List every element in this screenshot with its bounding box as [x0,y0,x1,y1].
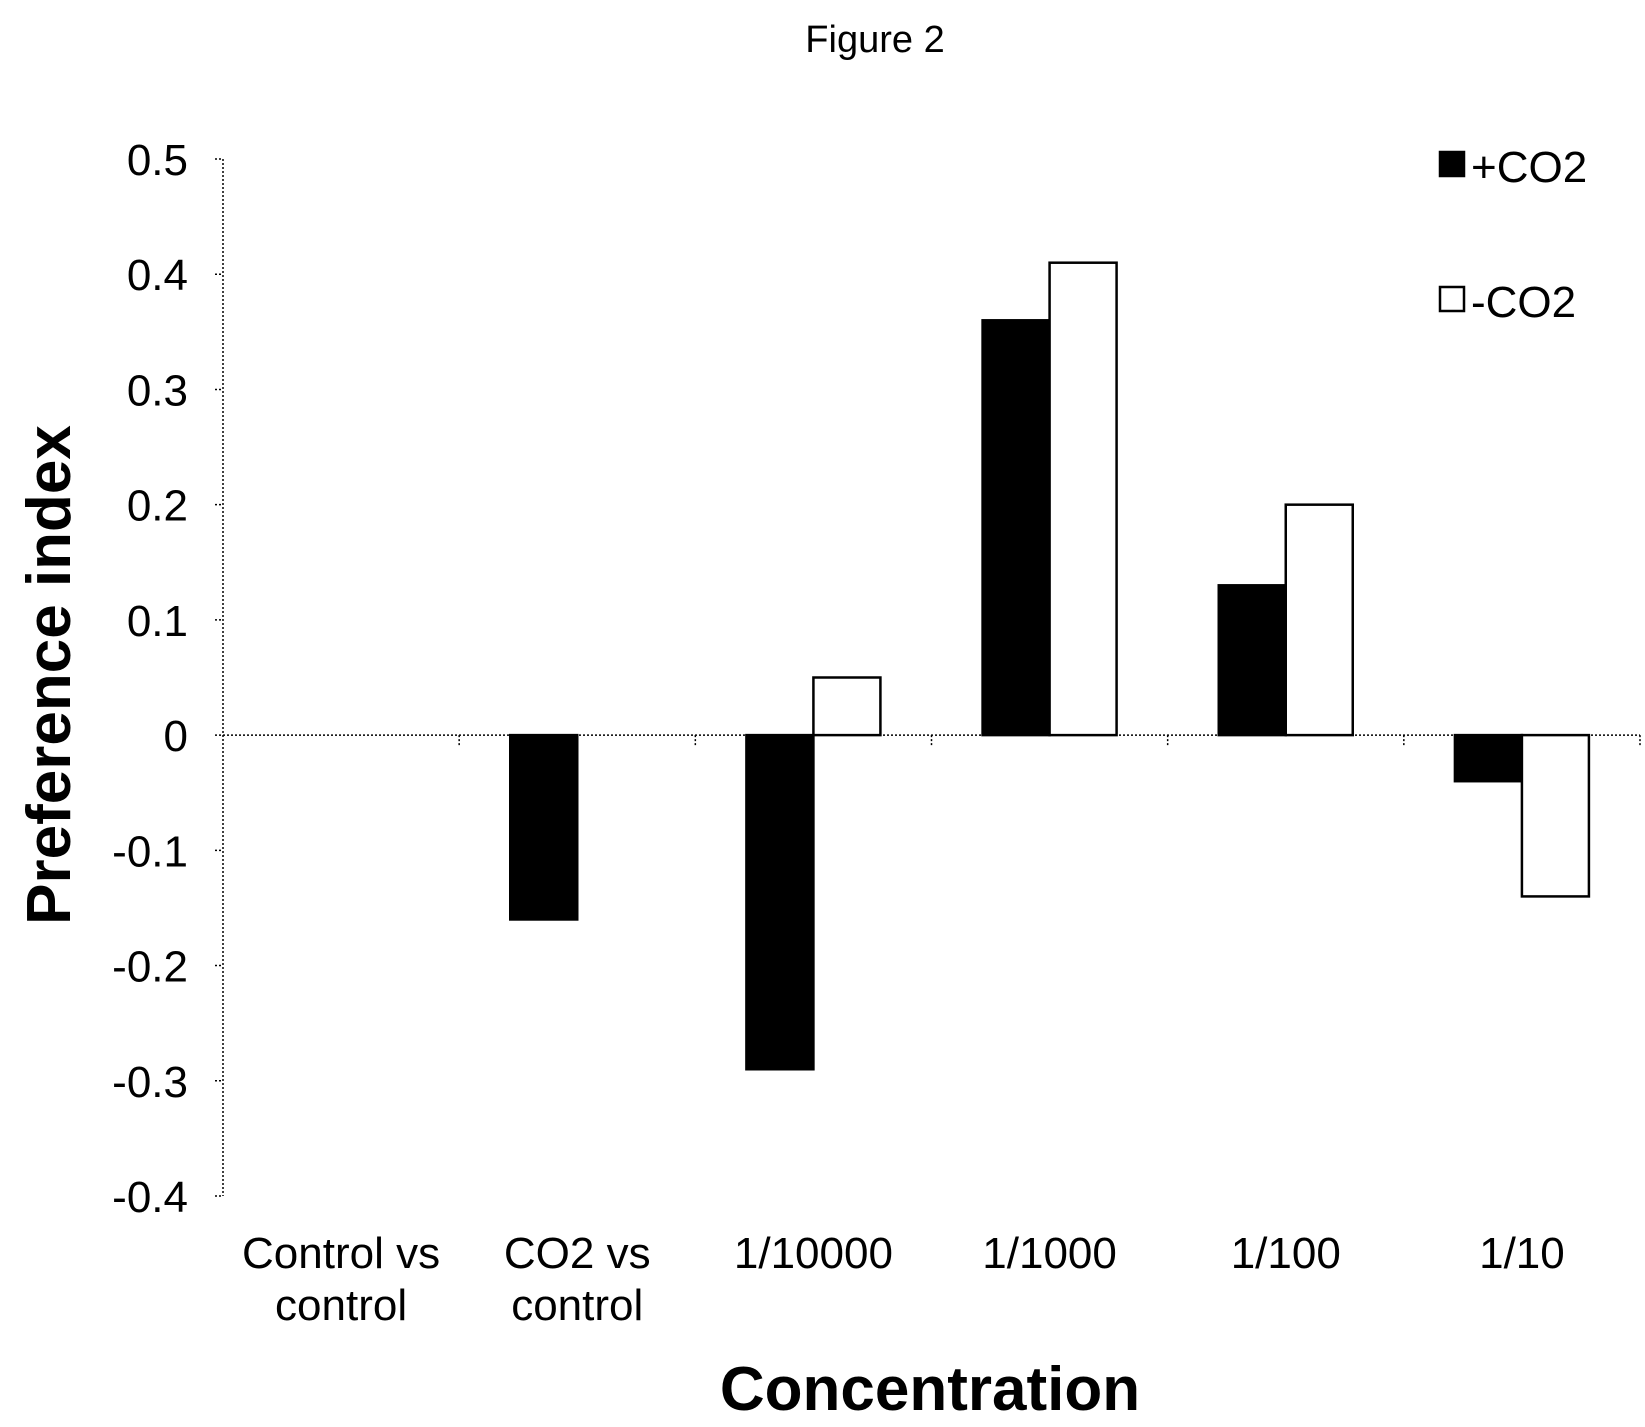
bar-CO2-1 [509,733,579,921]
y-axis-title: Preference index [15,425,84,925]
y-tick-label: 0.2 [127,482,188,531]
x-category-label: 1/10 [1479,1229,1565,1278]
legend-label-1: -CO2 [1471,278,1576,327]
x-axis-title: Concentration [720,1355,1140,1424]
x-category-label: 1/100 [1231,1229,1341,1278]
bar-CO2-3 [981,319,1051,737]
bar-CO2-5 [1453,733,1524,783]
bar-CO2-2 [745,733,815,1071]
y-tick-label: -0.4 [112,1173,188,1222]
axes-lines [222,159,1640,1196]
bar-CO2-4 [1284,503,1354,737]
x-category-label: 1/10000 [734,1229,893,1278]
legend: +CO2 -CO2 [1438,143,1587,327]
legend-swatch-0 [1438,150,1466,178]
y-tick-label: 0 [164,712,188,761]
legend-label-0: +CO2 [1471,143,1587,192]
y-tick-label: -0.1 [112,827,188,876]
bar-CO2-4 [1217,584,1287,737]
y-axis: 0.5 0.4 0.3 0.2 0.1 0 -0.1 -0.2 -0.3 -0.4 [112,136,223,1222]
bar-CO2-2 [812,676,882,737]
y-tick-label: 0.3 [127,366,188,415]
y-tick-label: 0.5 [127,136,188,185]
x-axis: Control vs control CO2 vs control 1/10000 1/1… [242,735,1641,1330]
x-category-label: 1/1000 [982,1229,1117,1278]
legend-swatch-1 [1438,285,1466,313]
y-tick-label: -0.2 [112,943,188,992]
bars-group [509,261,1591,1071]
y-tick-label: 0.1 [127,597,188,646]
x-category-label: Control vs control [242,1229,440,1330]
bar-CO2-3 [1048,261,1118,737]
x-category-label: CO2 vs control [504,1229,651,1330]
y-tick-label: 0.4 [127,251,188,300]
bar-CO2-5 [1520,733,1591,898]
figure-label: Figure 2 [805,19,944,61]
y-tick-label: -0.3 [112,1058,188,1107]
